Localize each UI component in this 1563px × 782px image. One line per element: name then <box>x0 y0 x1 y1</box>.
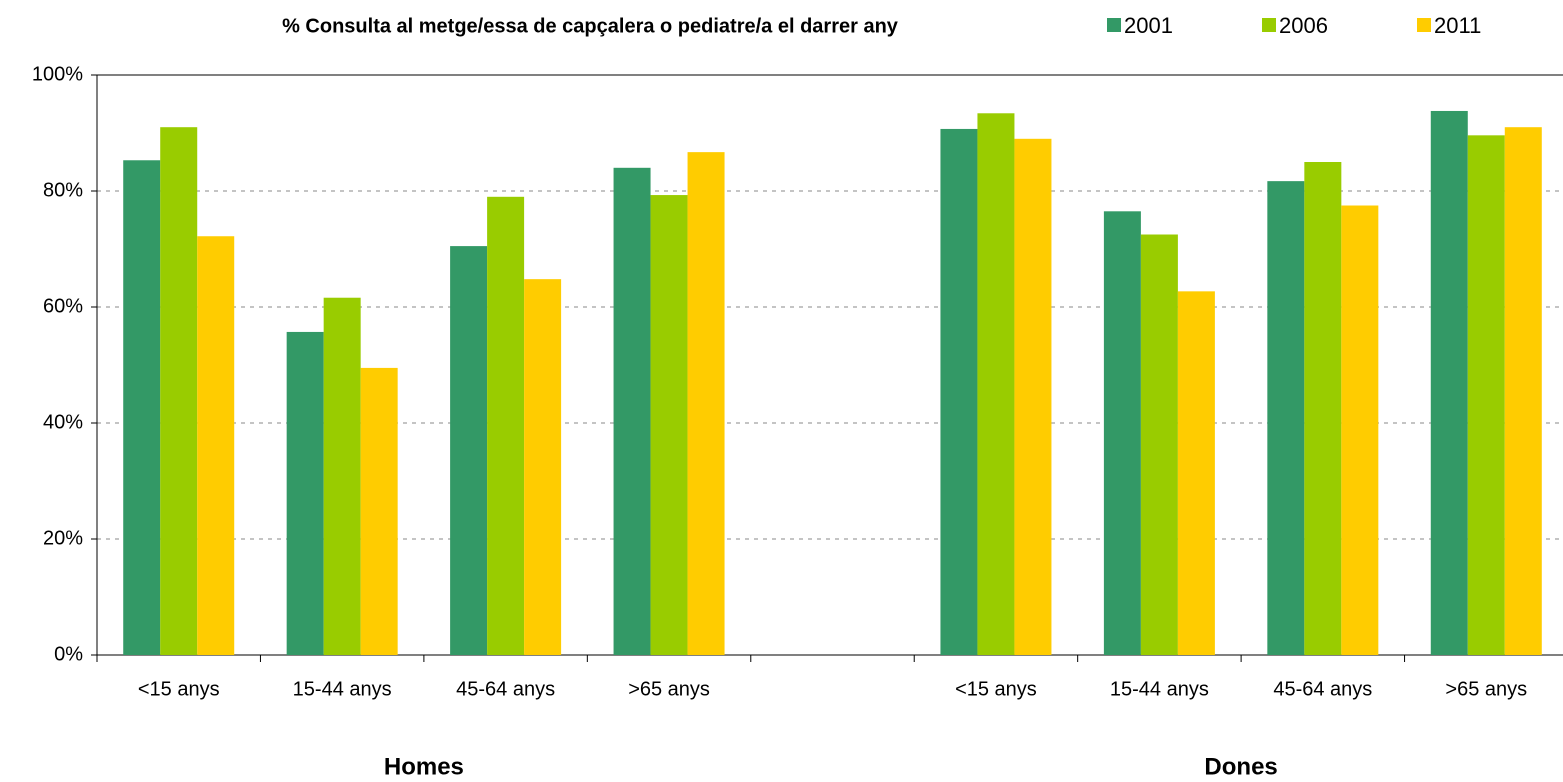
legend-swatch <box>1262 18 1276 32</box>
bar <box>1103 211 1141 656</box>
bar <box>1430 110 1468 655</box>
bar <box>1140 234 1178 655</box>
y-tick-label: 20% <box>43 527 83 549</box>
bar <box>197 236 235 656</box>
legend-label: 2001 <box>1124 13 1173 38</box>
bar <box>1014 138 1052 656</box>
x-tick-label: 45-64 anys <box>456 678 555 700</box>
bar <box>1504 127 1542 655</box>
y-tick-label: 60% <box>43 295 83 317</box>
bar <box>323 297 361 655</box>
x-tick-label: >65 anys <box>628 678 710 700</box>
bar <box>1467 135 1505 655</box>
legend-swatch <box>1107 18 1121 32</box>
bar <box>1177 291 1215 655</box>
x-tick-label: <15 anys <box>138 678 220 700</box>
y-tick-label: 40% <box>43 411 83 433</box>
legend-label: 2006 <box>1279 13 1328 38</box>
bar <box>977 113 1015 655</box>
legend-swatch <box>1417 18 1431 32</box>
x-tick-label: 45-64 anys <box>1273 678 1372 700</box>
x-tick-label: >65 anys <box>1445 678 1527 700</box>
bar <box>1304 162 1342 655</box>
bar <box>487 196 525 656</box>
x-tick-label: <15 anys <box>955 678 1037 700</box>
x-tick-label: 15-44 anys <box>1110 678 1209 700</box>
bar <box>940 128 978 655</box>
bar <box>123 160 161 655</box>
chart-title: % Consulta al metge/essa de capçalera o … <box>282 15 899 37</box>
group-label: Dones <box>1204 753 1277 780</box>
bar <box>360 367 398 655</box>
bar <box>160 127 198 655</box>
group-label: Homes <box>384 753 464 780</box>
bar <box>650 195 688 655</box>
bar <box>1267 181 1305 655</box>
legend-label: 2011 <box>1434 13 1481 38</box>
bar <box>450 246 488 655</box>
bar <box>613 167 651 656</box>
x-tick-label: 15-44 anys <box>293 678 392 700</box>
bar <box>1341 205 1379 655</box>
y-tick-label: 80% <box>43 179 83 201</box>
bar <box>687 152 725 655</box>
y-tick-label: 0% <box>54 643 83 665</box>
y-tick-label: 100% <box>32 63 83 85</box>
bar <box>286 331 324 655</box>
bar <box>524 279 562 655</box>
